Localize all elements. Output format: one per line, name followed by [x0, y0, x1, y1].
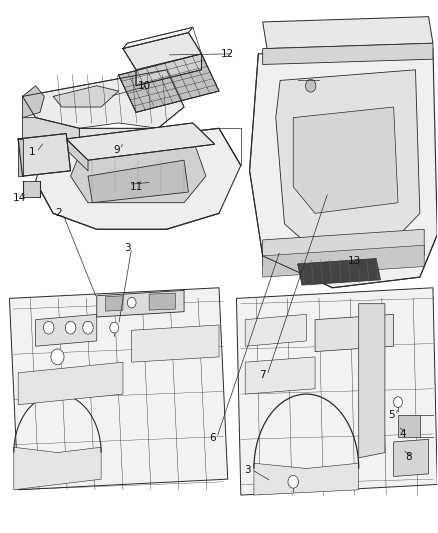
Text: 9: 9 [113, 144, 120, 155]
Circle shape [110, 322, 119, 333]
Polygon shape [263, 43, 433, 64]
Text: 6: 6 [209, 433, 216, 443]
Polygon shape [136, 54, 201, 86]
Polygon shape [97, 290, 184, 317]
Polygon shape [293, 107, 398, 213]
Polygon shape [35, 314, 97, 346]
Circle shape [394, 397, 403, 407]
Polygon shape [398, 415, 420, 437]
Text: 2: 2 [55, 208, 62, 219]
Polygon shape [18, 362, 123, 405]
Text: 13: 13 [348, 256, 361, 266]
Polygon shape [297, 259, 381, 285]
Polygon shape [394, 439, 428, 477]
Polygon shape [106, 296, 123, 311]
Text: 5: 5 [388, 410, 395, 421]
Text: 3: 3 [244, 465, 251, 474]
Polygon shape [66, 123, 215, 160]
Polygon shape [18, 134, 71, 176]
Text: 3: 3 [124, 243, 131, 253]
Polygon shape [10, 288, 228, 490]
Polygon shape [149, 293, 175, 310]
Text: 1: 1 [29, 147, 35, 157]
Polygon shape [22, 70, 184, 128]
Polygon shape [276, 70, 420, 251]
Polygon shape [71, 139, 206, 203]
Polygon shape [263, 245, 424, 277]
Text: 11: 11 [129, 182, 143, 192]
Text: 4: 4 [399, 429, 406, 439]
Polygon shape [263, 229, 424, 266]
Polygon shape [22, 118, 79, 144]
Polygon shape [315, 314, 394, 352]
Polygon shape [263, 17, 433, 49]
Polygon shape [254, 463, 359, 495]
Polygon shape [14, 447, 101, 490]
Polygon shape [79, 128, 158, 144]
Polygon shape [250, 49, 437, 288]
Polygon shape [88, 160, 188, 203]
Text: 14: 14 [12, 193, 26, 204]
Polygon shape [237, 288, 437, 495]
Polygon shape [18, 139, 22, 176]
Circle shape [305, 79, 316, 92]
Polygon shape [132, 325, 219, 362]
Circle shape [43, 321, 54, 334]
Circle shape [127, 297, 136, 308]
Circle shape [83, 321, 93, 334]
Circle shape [51, 349, 64, 365]
Polygon shape [245, 314, 306, 346]
Circle shape [288, 475, 298, 488]
Polygon shape [245, 357, 315, 394]
Polygon shape [359, 304, 385, 458]
Polygon shape [123, 27, 193, 49]
Polygon shape [22, 86, 44, 118]
Polygon shape [22, 181, 40, 197]
Polygon shape [66, 139, 88, 171]
Circle shape [65, 321, 76, 334]
Polygon shape [119, 54, 219, 112]
Polygon shape [53, 86, 119, 107]
Polygon shape [35, 128, 241, 229]
Text: 10: 10 [138, 81, 151, 91]
Text: 7: 7 [259, 370, 266, 381]
Polygon shape [123, 33, 201, 70]
Text: 12: 12 [221, 49, 234, 59]
Text: 8: 8 [406, 452, 412, 462]
